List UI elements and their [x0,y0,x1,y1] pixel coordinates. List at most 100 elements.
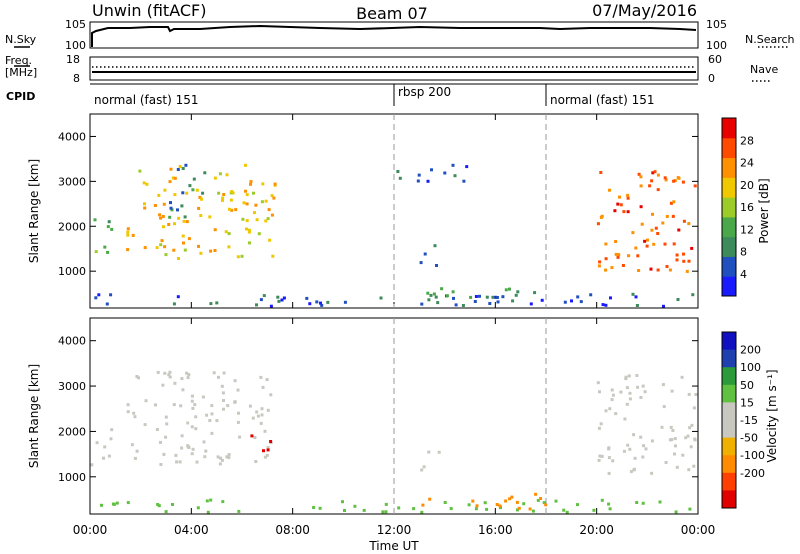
heatmap-cell [236,388,240,392]
heatmap-cell [604,409,608,413]
heatmap-cell [670,389,674,393]
heatmap-cell [190,394,194,398]
heatmap-cell [462,179,466,183]
heatmap-cell [173,381,177,385]
heatmap-cell [255,218,259,222]
heatmap-cell [107,220,111,224]
heatmap-cell [155,428,159,431]
heatmap-cell [270,213,274,217]
heatmap-cell [177,257,180,260]
heatmap-cell [169,206,173,210]
colorbar-frame [721,117,737,297]
heatmap-cell [641,384,645,388]
colorbar-tick-label: 8 [740,246,747,259]
heatmap-cell [622,210,626,214]
heatmap-cell [173,176,177,180]
heatmap-cell [126,248,130,252]
heatmap-cell [185,220,189,224]
heatmap-cell [215,419,219,423]
heatmap-cell [236,255,240,259]
heatmap-cell [183,215,187,219]
heatmap-cell [208,419,212,422]
heatmap-cell [420,468,424,472]
heatmap-cell [253,436,257,439]
heatmap-cell [133,415,137,419]
heatmap-cell [190,425,194,429]
heatmap-cell [173,193,177,197]
heatmap-cell [686,434,690,438]
heatmap-cell [163,371,167,375]
heatmap-cell [227,232,231,236]
freq-tick-top: 18 [66,53,80,66]
heatmap-cell [398,176,402,180]
heatmap-cell [179,404,183,408]
heatmap-cell [656,188,660,192]
nsearch-tick-top: 105 [706,18,727,31]
heatmap-cell [259,298,263,302]
heatmap-cell [215,301,219,305]
heatmap-cell [516,508,519,512]
heatmap-cell [673,179,677,183]
heatmap-cell [654,226,658,230]
heatmap-cell [280,298,284,302]
heatmap-cell [598,390,601,394]
heatmap-cell [690,423,694,427]
heatmap-cell [227,245,231,249]
heatmap-cell [213,176,217,180]
cpid-label: CPID [6,90,35,103]
heatmap-cell [126,233,130,237]
heatmap-cell [204,449,208,453]
heatmap-cell [110,428,114,432]
heatmap-cell [397,506,401,510]
heatmap-cell [644,447,648,451]
heatmap-cell [115,501,119,505]
heatmap-cell [625,386,629,390]
heatmap-cell [241,217,245,221]
beam-title: Beam 07 [356,4,428,23]
heatmap-cell [143,423,147,427]
heatmap-cell [137,376,140,380]
heatmap-cell [452,296,455,300]
heatmap-cell [510,495,514,499]
heatmap-cell [353,504,357,508]
heatmap-cell [508,287,511,291]
heatmap-cell [181,191,185,195]
colorbar-swatch [722,276,736,297]
heatmap-cell [443,171,447,175]
heatmap-cell [600,454,604,458]
heatmap-cell [105,302,109,306]
heatmap-cell [478,294,481,298]
heatmap-cell [264,199,268,203]
heatmap-cell [433,244,437,248]
colorbar-swatch [722,384,736,403]
heatmap-cell [598,454,602,458]
heatmap-cell [160,239,164,243]
heatmap-cell [610,388,614,392]
heatmap-cell [260,413,264,417]
y-tick-label: 1000 [58,471,86,484]
heatmap-cell [554,499,558,503]
heatmap-cell [622,449,626,453]
heatmap-cell [164,415,168,419]
heatmap-cell [544,503,548,507]
heatmap-cell [668,268,672,272]
heatmap-cell [261,182,265,186]
heatmap-cell [168,215,172,219]
velocity-colorbar: 200 100 50 15 -15 -50 -100 -200 [721,331,765,509]
heatmap-cell [599,422,603,426]
heatmap-cell [172,248,176,252]
heatmap-cell [94,296,98,300]
heatmap-cell [247,228,251,232]
heatmap-cell [643,239,647,243]
heatmap-cell [436,301,440,305]
colorbar-swatch [722,420,736,439]
heatmap-cell [181,167,185,170]
heatmap-cell [262,449,265,453]
velocity-ylabel: Slant Range [km] [27,364,41,468]
heatmap-cell [103,245,107,249]
heatmap-cell [651,212,654,216]
heatmap-cell [103,445,107,449]
heatmap-cell [474,295,478,298]
heatmap-cell [237,411,240,415]
heatmap-cell [154,403,157,407]
